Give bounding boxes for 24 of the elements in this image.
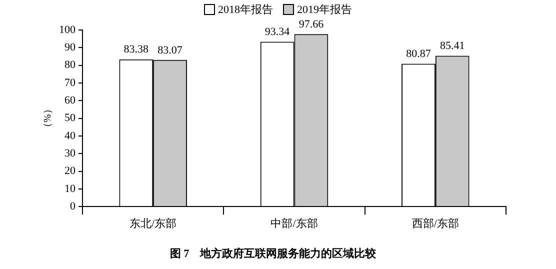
data-label: 97.66 (298, 18, 324, 31)
y-tick-label: 90 (64, 42, 76, 54)
y-tick-label: 30 (64, 148, 76, 160)
data-label: 85.41 (440, 40, 465, 52)
data-label: 83.38 (124, 44, 150, 56)
x-tick-label: 中部/东部 (270, 217, 318, 230)
x-tick-label: 东北/东部 (130, 217, 177, 230)
y-axis-title: （%） (42, 104, 54, 132)
y-tick-label: 100 (59, 24, 76, 36)
legend-label: 2019年报告 (297, 2, 352, 17)
y-tick-label: 60 (64, 94, 76, 107)
y-tick-label: 80 (64, 59, 76, 72)
text: 图 7 地方政府互联网服务能力的区域比较 (170, 247, 378, 260)
y-tick-label: 20 (64, 165, 76, 178)
y-tick-label: 10 (64, 182, 76, 195)
data-label: 93.34 (264, 26, 290, 38)
y-tick-label: 70 (64, 76, 76, 89)
data-label: 83.07 (158, 44, 183, 56)
x-tick-label: 西部/东部 (412, 217, 459, 230)
data-label: 80.87 (406, 48, 432, 60)
text: 2018年报告 (218, 2, 273, 17)
y-tick-label: 0 (70, 200, 76, 212)
y-tick-label: 50 (64, 112, 76, 124)
y-tick-label: 40 (64, 130, 76, 142)
